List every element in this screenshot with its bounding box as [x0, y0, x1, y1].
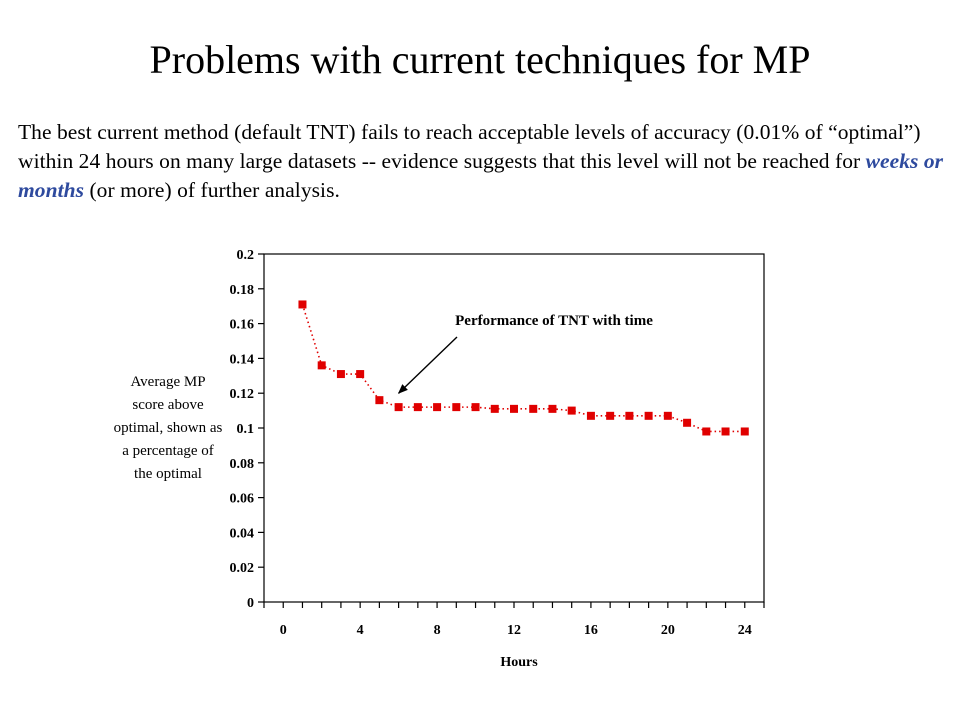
data-point [548, 404, 557, 413]
data-point [336, 370, 345, 379]
y-axis-title-line: a percentage of [122, 443, 214, 459]
y-tick-label: 0.16 [230, 318, 255, 333]
data-point [683, 418, 692, 427]
data-point [644, 411, 653, 420]
data-point [356, 370, 365, 379]
x-tick-label: 16 [584, 623, 598, 638]
data-point [298, 300, 307, 309]
data-point [452, 403, 461, 412]
data-point [567, 406, 576, 415]
data-point [433, 403, 442, 412]
x-tick-label: 24 [738, 623, 752, 638]
x-axis: 0 4 8 12 16 20 24 [263, 602, 765, 638]
x-tick-label: 20 [661, 623, 675, 638]
annotation-label: Performance of TNT with time [455, 313, 653, 329]
x-tick-label: 4 [357, 623, 364, 638]
series-line [301, 304, 745, 433]
y-axis-title-line: Average MP [130, 374, 205, 390]
y-tick-label: 0.12 [230, 387, 255, 402]
data-point [663, 411, 672, 420]
body-emphasis: weeks or months [18, 149, 944, 202]
series-points-group [298, 300, 749, 436]
y-axis-title-line: the optimal [134, 466, 202, 482]
data-point [510, 404, 518, 413]
data-point [606, 411, 615, 420]
data-point [721, 427, 730, 436]
data-point [529, 404, 538, 413]
slide-title: Problems with current techniques for MP [149, 37, 811, 82]
body-text-part1: The best current method (default TNT) fa… [18, 120, 921, 173]
x-tick-label: 8 [434, 623, 441, 638]
y-tick-label: 0.08 [230, 457, 255, 472]
y-tick-label: 0.02 [230, 561, 255, 576]
y-tick-label: 0.04 [230, 526, 255, 541]
data-point [317, 361, 326, 370]
y-tick-label: 0.06 [230, 492, 255, 507]
y-tick-label: 0.2 [237, 248, 255, 263]
y-tick-label: 0.18 [230, 283, 255, 298]
data-point [394, 403, 403, 412]
series-line-group [301, 304, 745, 433]
data-point [375, 396, 384, 405]
data-point [740, 427, 749, 436]
y-axis-title: Average MP score above optimal, shown as a … [114, 374, 223, 482]
y-axis: 0 0.02 0.04 0.06 0.08 0.1 0.12 0.14 0.16 0.18 0.2 [230, 248, 264, 611]
data-point [586, 411, 595, 420]
data-point [471, 403, 480, 412]
y-tick-label: 0.1 [237, 422, 255, 437]
y-tick-label: 0.14 [230, 352, 255, 367]
annotation-arrow [397, 336, 458, 394]
y-axis-title-line: score above [132, 397, 204, 413]
y-tick-label: 0 [247, 596, 254, 611]
x-tick-label: 0 [280, 623, 287, 638]
data-point [702, 427, 711, 436]
body-text-part2: (or more) of further analysis. [84, 178, 340, 202]
data-point [625, 411, 634, 420]
data-point [413, 403, 422, 412]
x-tick-label: 12 [507, 623, 521, 638]
data-point [490, 404, 499, 413]
plot-area [263, 253, 765, 603]
y-axis-title-line: optimal, shown as [114, 420, 223, 436]
x-axis-title: Hours [500, 655, 538, 670]
body-paragraph: The best current method (default TNT) fa… [18, 118, 948, 205]
